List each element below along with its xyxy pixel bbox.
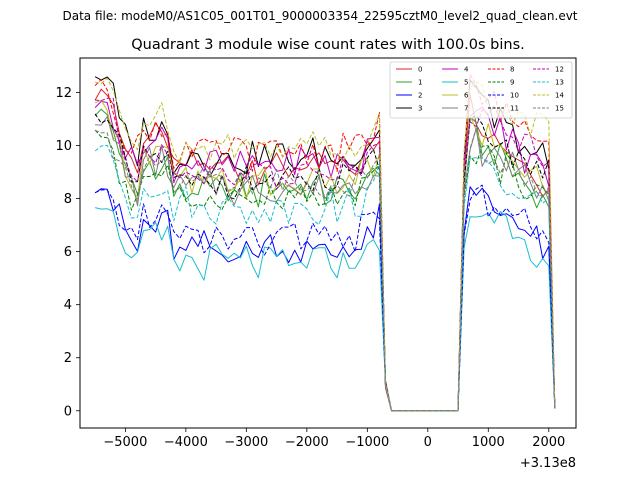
y-tick-label: 6	[64, 245, 72, 260]
legend-item-3: 3	[396, 105, 422, 113]
series-line-5	[94, 207, 556, 412]
y-axis: 0 2 4 6 8 10 12	[55, 86, 80, 419]
legend-label: 15	[555, 105, 564, 113]
y-tick-label: 0	[64, 404, 72, 419]
series-line-12	[95, 97, 556, 412]
legend-frame	[389, 61, 573, 119]
series-line-13	[94, 144, 556, 412]
legend-label: 7	[464, 105, 468, 113]
x-tick-label: −3000	[224, 435, 268, 450]
x-tick-label: 2000	[532, 435, 565, 450]
legend-item-4: 4	[442, 66, 469, 74]
legend-item-12: 12	[533, 66, 564, 74]
x-axis-offset-label: +3.13e8	[520, 456, 576, 471]
figure-suptitle: Data file: modeM0/AS1C05_001T01_90000033…	[62, 9, 577, 23]
legend-item-2: 2	[396, 92, 422, 100]
x-tick-label: −1000	[345, 435, 389, 450]
plot-area: −5000 −4000 −3000 −2000 −1000 0 1000 2000 0 2 4 6 8…	[55, 57, 577, 471]
y-tick-label: 8	[64, 192, 72, 207]
series-line-2	[94, 186, 556, 412]
y-tick-label: 12	[55, 86, 72, 101]
x-axis: −5000 −4000 −3000 −2000 −1000 0 1000 2000	[103, 428, 565, 450]
legend-item-5: 5	[442, 79, 468, 87]
legend-label: 0	[418, 66, 422, 74]
legend-label: 1	[418, 79, 422, 87]
legend-item-1: 1	[396, 79, 422, 87]
x-tick-label: −2000	[285, 435, 329, 450]
legend-item-7: 7	[442, 105, 468, 113]
axes-frame	[79, 57, 577, 429]
y-tick-label: 10	[55, 139, 72, 154]
legend-label: 13	[555, 79, 564, 87]
legend-label: 10	[510, 92, 519, 100]
x-tick-label: −4000	[164, 435, 208, 450]
legend-item-10: 10	[488, 92, 519, 100]
legend-item-14: 14	[533, 92, 564, 100]
legend-item-15: 15	[533, 105, 564, 113]
legend-item-6: 6	[442, 92, 469, 100]
y-tick-label: 4	[64, 298, 72, 313]
legend-item-11: 11	[488, 105, 519, 113]
legend-item-0: 0	[396, 66, 422, 74]
x-tick-label: −5000	[103, 435, 147, 450]
legend-item-13: 13	[533, 79, 564, 87]
y-tick-label: 2	[64, 351, 72, 366]
legend-label: 14	[555, 92, 564, 100]
legend-label: 5	[464, 79, 468, 87]
chart-title: Quadrant 3 module wise count rates with …	[131, 37, 525, 53]
legend-label: 9	[510, 79, 514, 87]
legend-label: 8	[510, 66, 514, 74]
legend-label: 6	[464, 92, 469, 100]
legend-label: 3	[418, 105, 422, 113]
series-line-9	[94, 129, 556, 412]
series-line-11	[94, 113, 556, 412]
legend-label: 12	[555, 66, 564, 74]
x-tick-label: 0	[424, 435, 432, 450]
series-line-10	[94, 184, 556, 412]
series-line-15	[94, 127, 556, 412]
legend-label: 2	[418, 92, 422, 100]
legend-item-8: 8	[488, 66, 514, 74]
legend-label: 11	[510, 105, 519, 113]
legend-label: 4	[464, 66, 469, 74]
legend-item-9: 9	[488, 79, 514, 87]
x-tick-label: 1000	[472, 435, 505, 450]
